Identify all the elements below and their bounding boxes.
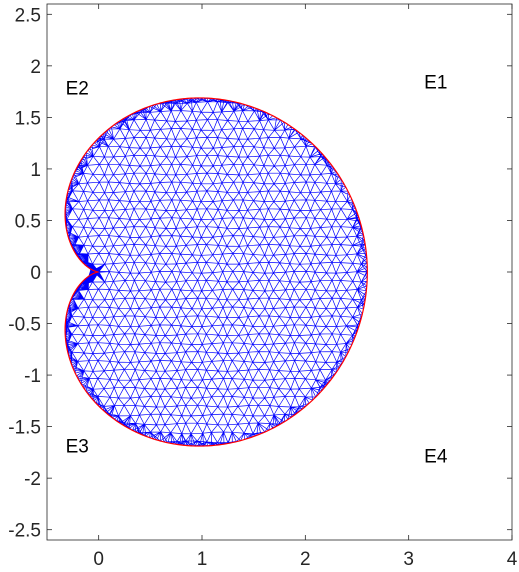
x-tick-label: 4 [507,549,518,570]
edge-label-e4: E4 [424,447,448,468]
y-tick-label: 1.5 [15,108,41,129]
x-tick-label: 0 [93,549,104,570]
y-tick-label: 1 [30,160,41,181]
y-tick-label: -2 [24,469,41,490]
edge-label-e2: E2 [66,79,89,100]
y-tick-label: -2.5 [8,521,41,542]
x-tick-label: 3 [403,549,414,570]
y-tick-label: 0 [30,263,41,284]
y-tick-label: 2.5 [15,5,41,26]
y-tick-label: -1.5 [8,418,41,439]
y-tick-label: 0.5 [15,211,41,232]
y-tick-label: -0.5 [8,315,41,336]
edge-label-e3: E3 [66,436,89,457]
x-tick-label: 1 [197,549,208,570]
x-tick-label: 2 [300,549,311,570]
y-tick-label: -1 [24,366,41,387]
edge-label-e1: E1 [424,73,447,94]
y-tick-label: 2 [30,57,41,78]
